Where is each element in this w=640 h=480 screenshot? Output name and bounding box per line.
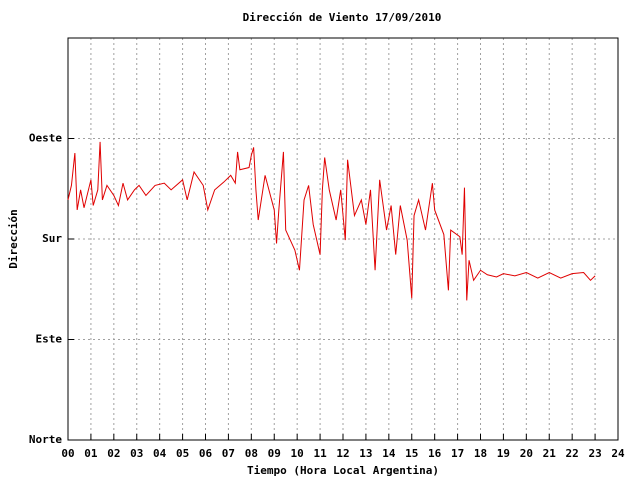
x-tick-label: 06 — [199, 447, 213, 460]
chart-title: Dirección de Viento 17/09/2010 — [243, 11, 442, 24]
y-tick-label: Oeste — [29, 132, 62, 145]
x-tick-label: 23 — [588, 447, 601, 460]
x-tick-label: 17 — [451, 447, 464, 460]
x-tick-label: 09 — [268, 447, 281, 460]
plot-border — [67, 37, 619, 441]
x-tick-label: 04 — [153, 447, 167, 460]
x-tick-label: 00 — [61, 447, 74, 460]
x-tick-label: 05 — [176, 447, 189, 460]
x-tick-label: 02 — [107, 447, 120, 460]
x-axis-label: Tiempo (Hora Local Argentina) — [247, 464, 439, 477]
y-tick-label: Sur — [42, 232, 62, 245]
y-tick-label: Norte — [29, 433, 62, 446]
x-tick-label: 20 — [520, 447, 533, 460]
x-tick-label: 14 — [382, 447, 396, 460]
x-tick-label: 01 — [84, 447, 98, 460]
y-axis-label: Dirección — [7, 209, 20, 269]
x-tick-label: 12 — [336, 447, 349, 460]
x-tick-label: 13 — [359, 447, 372, 460]
x-tick-label: 16 — [428, 447, 442, 460]
x-tick-label: 07 — [222, 447, 235, 460]
x-tick-label: 11 — [313, 447, 327, 460]
y-tick-label: Este — [36, 333, 63, 346]
data-line — [67, 141, 596, 301]
x-tick-label: 15 — [405, 447, 418, 460]
x-tick-label: 22 — [566, 447, 579, 460]
x-tick-label: 03 — [130, 447, 143, 460]
x-tick-label: 18 — [474, 447, 487, 460]
x-tick-label: 21 — [543, 447, 557, 460]
x-tick-label: 08 — [245, 447, 258, 460]
x-tick-label: 24 — [611, 447, 625, 460]
x-tick-label: 19 — [497, 447, 510, 460]
x-tick-label: 10 — [291, 447, 304, 460]
